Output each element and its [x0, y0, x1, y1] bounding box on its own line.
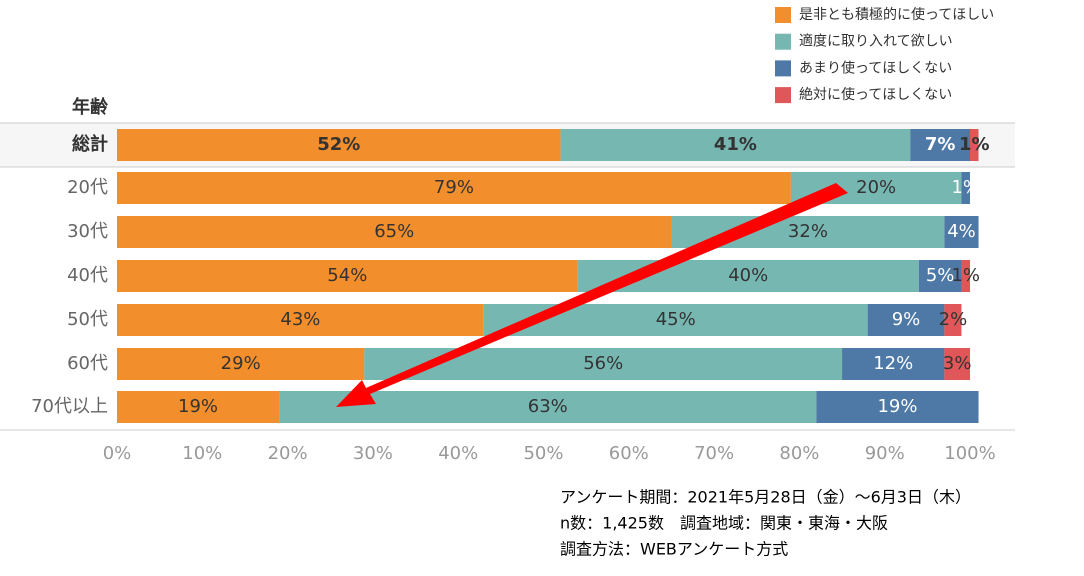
data-label: 79% — [434, 177, 474, 198]
bar-segment — [961, 260, 970, 292]
data-label: 2% — [939, 309, 968, 330]
x-tick-label: 80% — [779, 443, 819, 464]
legend-swatch — [775, 87, 791, 104]
data-label: 56% — [583, 353, 623, 374]
category-label: 60代 — [67, 353, 108, 374]
data-label: 43% — [280, 309, 320, 330]
data-label: 29% — [221, 353, 261, 374]
legend-label: 是非とも積極的に使ってほしい — [799, 6, 994, 23]
data-label: 65% — [374, 221, 414, 242]
bar-segment — [910, 129, 970, 161]
bar-segment — [970, 129, 979, 161]
bar-segment — [117, 304, 484, 336]
bar-segment — [944, 348, 970, 380]
bar-segment — [117, 348, 365, 380]
row-header: 年齢 — [72, 96, 109, 118]
bar-segment — [117, 129, 561, 161]
legend-label: あまり使ってほしくない — [799, 59, 952, 76]
data-label: 20% — [856, 177, 896, 198]
x-tick-label: 50% — [523, 443, 563, 464]
legend-label: 適度に取り入れて欲しい — [799, 33, 953, 50]
x-tick-label: 0% — [103, 443, 132, 464]
data-label: 40% — [728, 265, 768, 286]
data-label: 54% — [327, 265, 367, 286]
bar-segment — [842, 348, 945, 380]
bar-segment — [364, 348, 843, 380]
data-label: 45% — [656, 309, 696, 330]
data-label: 41% — [714, 134, 757, 155]
data-label: 3% — [943, 353, 972, 374]
x-tick-label: 100% — [944, 443, 995, 464]
bar-segment — [117, 260, 578, 292]
bar-segment — [816, 391, 979, 423]
category-label: 20代 — [67, 177, 108, 198]
legend-swatch — [775, 33, 791, 50]
bar-segment — [117, 172, 791, 204]
x-tick-label: 70% — [694, 443, 734, 464]
data-label: 9% — [892, 309, 921, 330]
category-label: 70代以上 — [31, 396, 108, 417]
legend-swatch — [775, 60, 791, 77]
bar-segment — [918, 260, 962, 292]
category-label: 50代 — [67, 309, 108, 330]
data-label: 4% — [947, 221, 976, 242]
x-tick-label: 40% — [438, 443, 478, 464]
data-label: 32% — [788, 221, 828, 242]
plot — [117, 129, 979, 423]
data-label: 5% — [926, 265, 955, 286]
data-label: 7% — [925, 134, 956, 155]
category-label: 総計 — [72, 133, 108, 155]
bar-segment — [867, 304, 945, 336]
data-label: 12% — [873, 353, 913, 374]
bar-segment — [944, 216, 979, 248]
labels: 0% 10% 20% 30% 40% 50% 60% 70% 80% 90% 100% 総計 52% 41… — [31, 133, 996, 464]
x-tick-label: 90% — [865, 443, 905, 464]
data-label: 63% — [528, 396, 568, 417]
note: n数：1,425数 調査地域：関東・東海・大阪 — [560, 514, 888, 533]
legend: 是非とも積極的に使ってほしい適度に取り入れて欲しいあまり使ってほしくない絶対に使… — [775, 6, 994, 104]
data-label: 52% — [317, 134, 360, 155]
notes: アンケート期間：2021年5月28日（金）～6月3日（木） n数：1,425数 調… — [560, 488, 971, 559]
bar-segment — [117, 391, 280, 423]
bar-segment — [961, 172, 970, 204]
legend-label: 絶対に使ってほしくない — [799, 86, 952, 103]
x-tick-label: 30% — [353, 443, 393, 464]
data-label: 19% — [178, 396, 218, 417]
data-label: 1% — [959, 134, 990, 155]
bar-segment — [560, 129, 911, 161]
x-tick-label: 10% — [182, 443, 222, 464]
note: アンケート期間：2021年5月28日（金）～6月3日（木） — [560, 488, 971, 507]
data-label: 1% — [951, 265, 980, 286]
note: 調査方法：WEBアンケート方式 — [560, 540, 788, 559]
data-label: 19% — [877, 396, 917, 417]
x-tick-label: 60% — [609, 443, 649, 464]
bar-segment — [117, 216, 672, 248]
x-tick-label: 20% — [268, 443, 308, 464]
category-label: 40代 — [67, 265, 108, 286]
bar-segment — [944, 304, 962, 336]
data-label: 1% — [951, 177, 980, 198]
legend-swatch — [775, 7, 791, 23]
category-label: 30代 — [67, 221, 108, 242]
arrow — [336, 183, 848, 407]
